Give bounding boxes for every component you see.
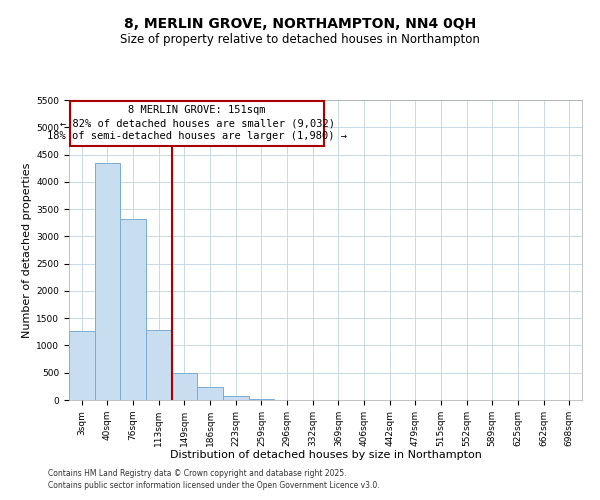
Y-axis label: Number of detached properties: Number of detached properties — [22, 162, 32, 338]
Text: Contains HM Land Registry data © Crown copyright and database right 2025.: Contains HM Land Registry data © Crown c… — [48, 468, 347, 477]
Text: 8 MERLIN GROVE: 151sqm: 8 MERLIN GROVE: 151sqm — [128, 106, 266, 116]
Bar — [197, 388, 223, 400]
Bar — [69, 330, 95, 400]
Text: 18% of semi-detached houses are larger (1,980) →: 18% of semi-detached houses are larger (… — [47, 131, 347, 141]
Text: Contains public sector information licensed under the Open Government Licence v3: Contains public sector information licen… — [48, 481, 380, 490]
Text: ← 82% of detached houses are smaller (9,032): ← 82% of detached houses are smaller (9,… — [60, 118, 335, 128]
Bar — [121, 219, 146, 400]
Bar — [172, 372, 197, 400]
Bar — [248, 399, 274, 400]
Bar — [95, 162, 121, 400]
Text: Size of property relative to detached houses in Northampton: Size of property relative to detached ho… — [120, 32, 480, 46]
Bar — [146, 330, 172, 400]
X-axis label: Distribution of detached houses by size in Northampton: Distribution of detached houses by size … — [170, 450, 481, 460]
Bar — [223, 396, 248, 400]
Bar — [70, 100, 324, 146]
Text: 8, MERLIN GROVE, NORTHAMPTON, NN4 0QH: 8, MERLIN GROVE, NORTHAMPTON, NN4 0QH — [124, 18, 476, 32]
